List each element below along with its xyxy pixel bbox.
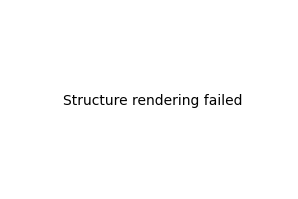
Text: Structure rendering failed: Structure rendering failed xyxy=(63,94,243,108)
